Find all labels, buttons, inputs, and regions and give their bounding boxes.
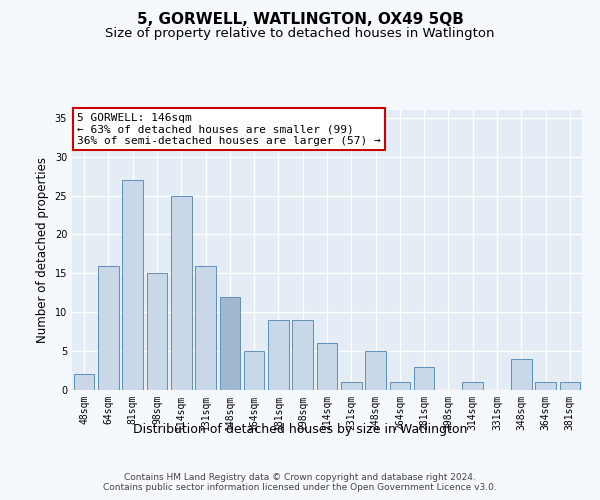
Bar — [244, 351, 265, 390]
Bar — [98, 266, 119, 390]
Y-axis label: Number of detached properties: Number of detached properties — [36, 157, 49, 343]
Bar — [146, 274, 167, 390]
Text: 5, GORWELL, WATLINGTON, OX49 5QB: 5, GORWELL, WATLINGTON, OX49 5QB — [137, 12, 463, 28]
Text: 5 GORWELL: 146sqm
← 63% of detached houses are smaller (99)
36% of semi-detached: 5 GORWELL: 146sqm ← 63% of detached hous… — [77, 113, 381, 146]
Bar — [268, 320, 289, 390]
Bar — [317, 344, 337, 390]
Bar — [463, 382, 483, 390]
Text: Distribution of detached houses by size in Watlington: Distribution of detached houses by size … — [133, 422, 467, 436]
Bar — [74, 374, 94, 390]
Bar — [195, 266, 216, 390]
Bar — [414, 366, 434, 390]
Bar — [292, 320, 313, 390]
Bar — [389, 382, 410, 390]
Text: Size of property relative to detached houses in Watlington: Size of property relative to detached ho… — [105, 28, 495, 40]
Bar — [341, 382, 362, 390]
Bar — [365, 351, 386, 390]
Bar — [535, 382, 556, 390]
Bar — [220, 296, 240, 390]
Bar — [560, 382, 580, 390]
Bar — [511, 359, 532, 390]
Bar — [171, 196, 191, 390]
Text: Contains HM Land Registry data © Crown copyright and database right 2024.
Contai: Contains HM Land Registry data © Crown c… — [103, 472, 497, 492]
Bar — [122, 180, 143, 390]
